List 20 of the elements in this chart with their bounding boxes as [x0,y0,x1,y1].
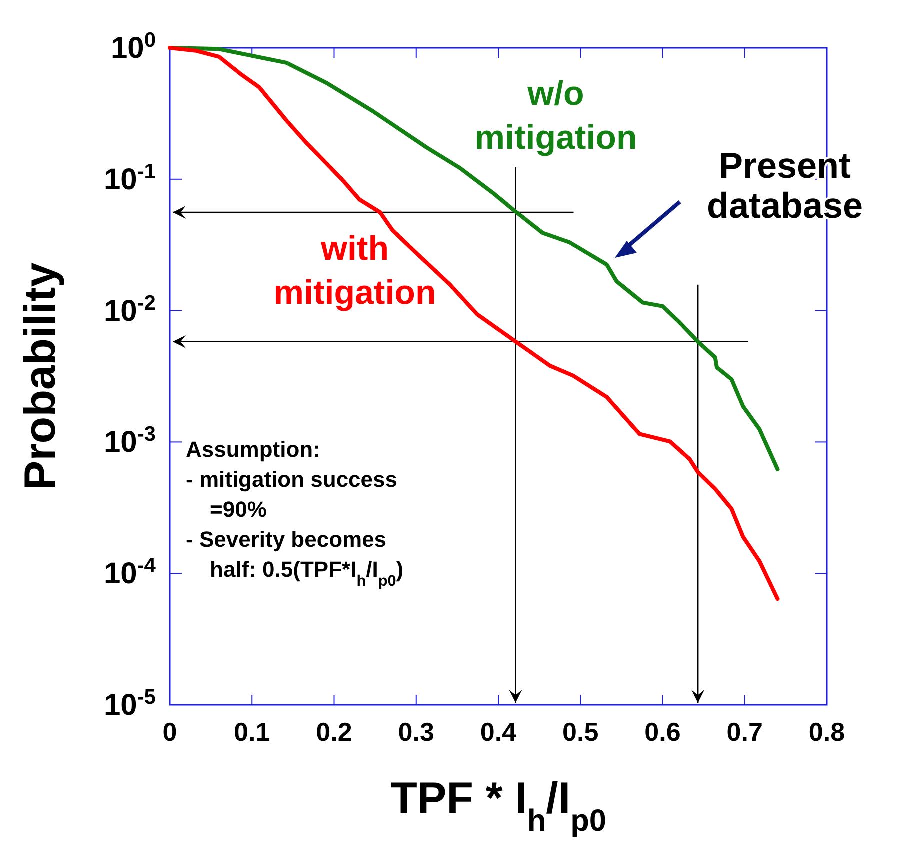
x-tick-label: 0.8 [808,717,846,747]
x-tick-label: 0.7 [726,717,763,747]
series-label: with mitigation [274,230,436,312]
y-tick-label: 10$^{0}$ [110,28,156,65]
x-tick-label: 0.5 [562,717,599,747]
y-tick-label: 10$^{-1}$ [104,160,156,196]
x-tick-label: 0.6 [644,717,681,747]
x-tick-label: 0.4 [480,717,518,747]
series-label: w/o mitigation [474,75,638,157]
y-tick-label: 10$^{-5}$ [104,686,156,722]
y-tick-label: 10$^{-3}$ [104,422,156,460]
y-tick-label: 10$^{-2}$ [104,291,156,328]
x-tick-label: 0.2 [316,717,352,747]
x-tick-label: 0.3 [398,717,434,747]
x-tick-label: 0 [162,717,178,747]
x-tick-label: 0.1 [234,717,270,747]
y-axis-title: Probability [16,262,65,490]
text: Assumption: - mitigation success =90% - Severity becomes half: 0.5(TPF*I$_{h}$/I$_{p0}$) [186,437,404,590]
y-tick-label: 10$^{-4}$ [104,554,156,591]
x-axis-title: TPF * I$_{h}$/I$_{p0}$ [390,774,607,838]
